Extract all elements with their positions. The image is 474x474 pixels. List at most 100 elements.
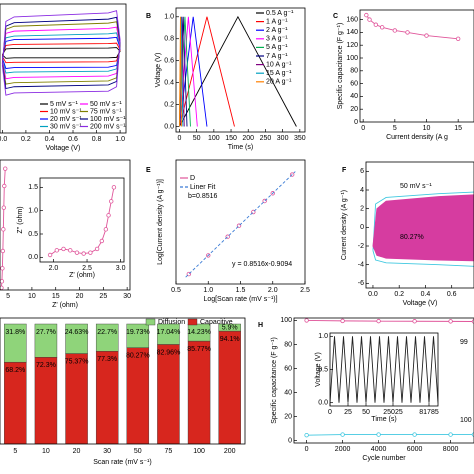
- y-tick-label: 0.2: [164, 101, 174, 108]
- value-label: 22.7%: [97, 329, 117, 336]
- x-tick-label: 0.4: [421, 291, 431, 298]
- data-point: [0, 248, 6, 254]
- legend-label: 7 A g⁻¹: [266, 53, 288, 60]
- legend-label: Diffusion: [158, 319, 185, 326]
- x-tick-label: 350: [294, 135, 306, 142]
- series-line: [178, 16, 182, 127]
- plot-area: [364, 12, 461, 41]
- x-tick-label: 50: [362, 409, 370, 416]
- legend-swatch: [145, 318, 156, 326]
- data-point: [111, 185, 117, 190]
- data-point: [448, 319, 453, 324]
- value-label: 77.3%: [97, 356, 117, 363]
- data-point: [373, 22, 379, 27]
- x-tick-label: 0.6: [447, 291, 457, 298]
- data-point: [392, 28, 398, 33]
- x-axis-label: Scan rate (mV s⁻¹): [93, 459, 152, 466]
- panel-label: F: [342, 167, 347, 174]
- series-line: [330, 336, 438, 403]
- data-point: [81, 251, 86, 256]
- data-point: [0, 266, 5, 271]
- legend-label: 5 A g⁻¹: [266, 44, 288, 51]
- legend-label: 20 A g⁻¹: [266, 79, 292, 86]
- x-tick-label: 2.5: [300, 287, 310, 294]
- data-point: [68, 248, 73, 253]
- series-line: [178, 16, 188, 127]
- data-point: [448, 432, 453, 437]
- x-tick-label: 0.4: [45, 136, 55, 143]
- y-axis-label: Log[Current density (A g⁻¹)]: [157, 179, 164, 265]
- value-label: 27.7%: [36, 329, 56, 336]
- bar-segment: [157, 323, 180, 345]
- y-tick-label: 2: [360, 206, 364, 213]
- y-tick-label: 6: [360, 168, 364, 175]
- data-point: [94, 246, 100, 252]
- plot-area: [0, 166, 8, 290]
- annotation: y = 0.8516x-0.9094: [232, 261, 292, 268]
- x-tick-label: 50: [134, 448, 142, 455]
- bar-segment: [95, 351, 119, 444]
- x-tick-label: 0.0: [368, 291, 378, 298]
- axis-frame: [39, 177, 125, 263]
- annotation: 99: [460, 339, 468, 346]
- x-tick-label: 5: [6, 293, 10, 300]
- x-tick-label: 8000: [443, 446, 459, 453]
- x-tick-label: 150: [225, 135, 237, 142]
- series-line: [1, 36, 121, 69]
- value-label: 19.73%: [126, 329, 150, 336]
- y-tick-label: 0.5: [28, 231, 38, 238]
- y-tick-label: -6: [358, 280, 364, 287]
- legend-label: 200 mV s⁻¹: [90, 123, 126, 130]
- data-point: [364, 12, 369, 18]
- data-point: [340, 318, 345, 324]
- x-tick-label: 2.5: [82, 265, 92, 272]
- x-axis-label: Voltage (V): [46, 145, 81, 152]
- x-tick-label: 25: [344, 409, 352, 416]
- series-line: [1, 16, 121, 90]
- value-label: 80.27%: [126, 353, 150, 360]
- y-tick-label: 0: [360, 224, 364, 231]
- series-line: [178, 16, 208, 127]
- bar-segment: [187, 340, 211, 444]
- bar-segment: [4, 361, 27, 444]
- legend-label: 100 mV s⁻¹: [90, 116, 126, 123]
- value-label: 24.63%: [65, 329, 89, 336]
- y-tick-label: 0: [288, 437, 292, 444]
- value-label: 85.77%: [187, 346, 211, 353]
- series-line: [1, 10, 121, 96]
- value-label: 94.1%: [220, 336, 240, 343]
- value-label: 17.04%: [157, 329, 181, 336]
- legend-label: 5 mV s⁻¹: [50, 101, 78, 108]
- data-point: [106, 213, 111, 218]
- data-point: [103, 227, 109, 232]
- y-tick-label: 80: [350, 68, 358, 75]
- y-axis-label: Specific capacitance (F g⁻¹): [271, 337, 278, 424]
- y-tick-label: 160: [346, 16, 358, 23]
- y-axis-label: Current density (A g⁻¹): [341, 190, 348, 260]
- y-tick-label: 0.5: [318, 366, 328, 373]
- value-label: 14.23%: [187, 329, 211, 336]
- y-axis-label: Voltage (V): [155, 53, 162, 88]
- bar-segment: [65, 323, 88, 354]
- data-point: [304, 318, 309, 323]
- series-area: [372, 194, 474, 262]
- x-tick-label: 5: [393, 125, 397, 132]
- legend-label: 3 A g⁻¹: [266, 36, 288, 43]
- x-tick-label: 200: [224, 448, 236, 455]
- y-tick-label: 0.0: [28, 254, 38, 261]
- axis-frame: [0, 317, 246, 445]
- x-tick-label: 0.6: [68, 136, 78, 143]
- data-point: [455, 36, 461, 41]
- y-tick-label: 1.0: [164, 14, 174, 21]
- x-tick-label: 4000: [371, 446, 387, 453]
- x-tick-label: 0.2: [21, 136, 31, 143]
- y-tick-label: 140: [346, 29, 358, 36]
- data-point: [2, 183, 7, 189]
- data-point: [109, 199, 114, 204]
- series-line: [306, 319, 474, 322]
- bar-segment: [126, 323, 150, 348]
- data-point: [54, 248, 59, 253]
- y-tick-label: 120: [346, 42, 358, 49]
- series-line: [185, 171, 296, 278]
- annotation: 80.27%: [400, 234, 424, 241]
